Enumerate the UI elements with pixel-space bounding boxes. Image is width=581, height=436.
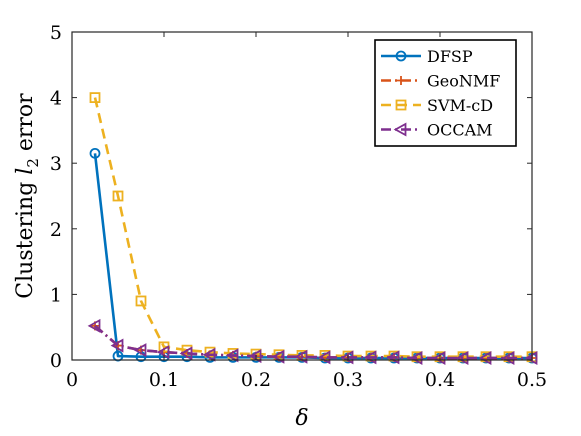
legend-marker-occam: [393, 122, 407, 137]
y-tick-label-0: 0: [50, 350, 62, 372]
legend-label-occam: OCCAM: [427, 121, 493, 140]
y-tick-label-5: 5: [50, 22, 62, 44]
plot-frame: [71, 31, 533, 361]
series-occam: [87, 318, 538, 366]
legend-label-geonmf: GeoNMF: [427, 72, 500, 91]
legend-label-svm-cd: SVM-cD: [427, 96, 493, 115]
data-point-occam-17: [478, 351, 492, 366]
y-tick-label-3: 3: [50, 153, 62, 175]
y-axis-label-part-2: l: [13, 168, 38, 175]
data-point-occam-18: [501, 351, 515, 366]
x-tick-label-1: 0.1: [149, 369, 179, 391]
y-axis-label-part-1: Clustering: [13, 175, 38, 299]
data-point-occam-16: [455, 351, 469, 366]
legend-item-occam: OCCAM: [381, 121, 493, 140]
data-point-occam-1: [110, 338, 124, 353]
y-axis-label: Clustering l2 error: [13, 93, 42, 299]
data-point-dfsp-0: [89, 147, 101, 159]
legend-item-geonmf: GeoNMF: [381, 72, 500, 91]
y-tick-label-1: 1: [50, 284, 62, 306]
data-point-occam-3: [156, 345, 170, 360]
legend-item-dfsp: DFSP: [381, 47, 473, 66]
data-point-svm-cd-1: [112, 190, 124, 202]
x-tick-label-3: 0.3: [333, 369, 363, 391]
y-axis-label-part-4: error: [13, 93, 38, 158]
data-point-occam-14: [409, 351, 423, 366]
legend-marker-geonmf: [396, 76, 406, 85]
y-tick-label-2: 2: [50, 219, 62, 241]
y-axis-label-part-3: 2: [24, 158, 42, 168]
data-point-occam-5: [202, 347, 216, 362]
x-tick-label-4: 0.4: [425, 369, 455, 391]
data-point-svm-cd-2: [135, 295, 147, 307]
legend-label-dfsp: DFSP: [427, 47, 473, 66]
data-point-occam-2: [133, 343, 147, 358]
data-point-svm-cd-0: [89, 92, 101, 103]
x-tick-label-5: 0.5: [517, 369, 547, 391]
x-tick-label-0: 0: [66, 369, 78, 391]
x-axis-label: δ: [295, 406, 308, 431]
legend-marker-svm-cd: [395, 99, 407, 111]
legend-marker-dfsp: [395, 50, 407, 62]
y-tick-label-4: 4: [50, 88, 62, 110]
series-layer: [87, 92, 538, 366]
data-point-occam-4: [179, 346, 193, 361]
axes-layer: 0 0.1 0.2 0.3 0.4 0.5 0 1 2 3 4 5: [50, 22, 547, 391]
data-point-occam-6: [225, 348, 239, 363]
legend: DFSP GeoNMF SVM-cD OCCAM: [374, 39, 517, 147]
data-point-occam-0: [87, 318, 101, 333]
legend-item-svm-cd: SVM-cD: [381, 96, 493, 115]
x-tick-label-2: 0.2: [241, 369, 271, 391]
